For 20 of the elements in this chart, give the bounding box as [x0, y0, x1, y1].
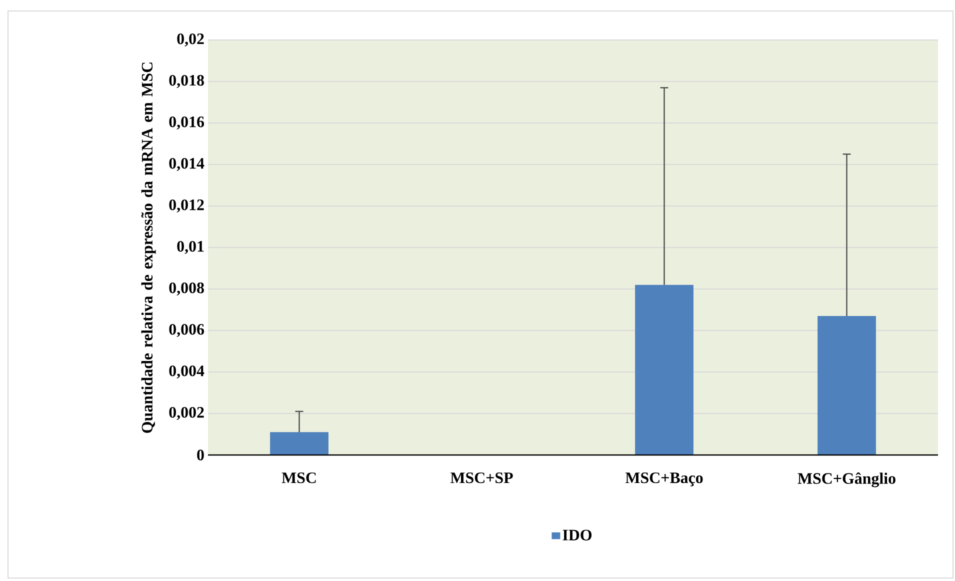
- y-tick-label: 0,008: [169, 282, 204, 296]
- x-tick-label: MSC: [282, 472, 316, 484]
- y-tick-label: 0,006: [169, 324, 204, 338]
- x-tick-label: MSC+SP: [450, 472, 513, 484]
- bar: [270, 432, 328, 455]
- bar: [818, 316, 876, 455]
- y-tick-label: 0,016: [169, 116, 204, 130]
- x-tick-label: MSC+Gânglio: [798, 472, 896, 488]
- y-axis-title: Quantidade relativa de expressão da mRNA em MSC: [141, 62, 156, 433]
- y-tick-label: 0,01: [177, 240, 204, 254]
- bar: [635, 284, 694, 455]
- legend-label: IDO: [562, 530, 592, 540]
- y-tick-label: 0,012: [169, 199, 204, 213]
- x-tick-label: MSC+Baço: [625, 472, 703, 486]
- y-tick-label: 0,004: [169, 365, 204, 379]
- y-tick-label: 0,02: [177, 33, 204, 47]
- y-tick-label: 0,014: [169, 158, 204, 172]
- y-tick-label: 0,002: [169, 406, 204, 420]
- y-tick-label: 0: [197, 450, 204, 460]
- y-tick-label: 0,018: [169, 74, 204, 88]
